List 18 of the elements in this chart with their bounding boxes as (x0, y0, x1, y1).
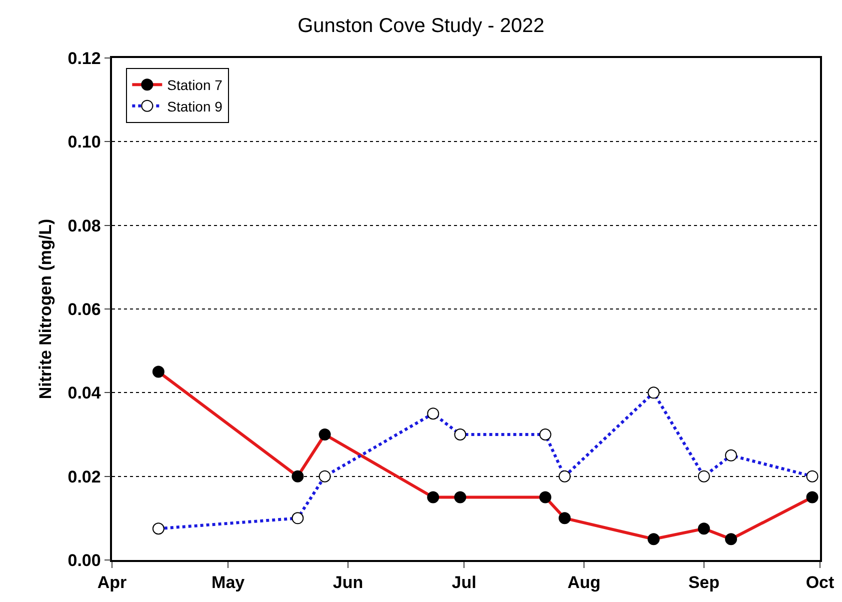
x-tick-label: Aug (567, 573, 601, 592)
y-tick-label: 0.04 (68, 384, 102, 403)
y-tick-label: 0.02 (68, 467, 101, 486)
y-tick-label: 0.10 (68, 132, 101, 152)
y-axis-title: Nitrite Nitrogen (mg/L) (36, 218, 55, 400)
legend-label: Station 7 (167, 77, 223, 94)
x-tick-label: Sep (688, 573, 720, 592)
y-tick-label: 0.06 (68, 300, 101, 319)
y-tick-label: 0.08 (68, 216, 101, 236)
chart-title: Gunston Cove Study - 2022 (298, 15, 544, 38)
y-tick-label: 0.00 (68, 550, 101, 570)
legend-label: Station 9 (167, 98, 223, 114)
x-tick-label: Jun (332, 573, 364, 592)
x-tick-label: Apr (97, 573, 128, 592)
y-tick-label: 0.12 (68, 48, 101, 68)
x-tick-label: May (212, 573, 246, 592)
x-tick-label: Jul (452, 573, 476, 592)
x-tick-label: Oct (806, 573, 835, 592)
